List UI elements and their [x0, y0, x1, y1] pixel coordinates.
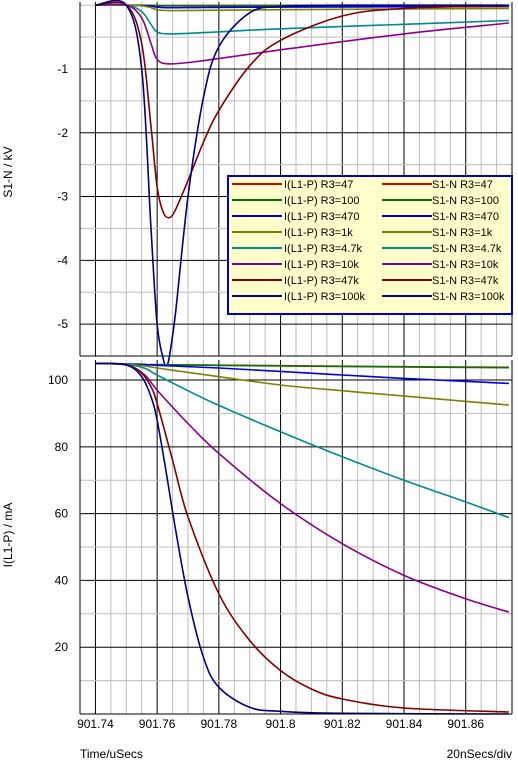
- x-tick-label: 901.86: [447, 717, 484, 731]
- time-per-division-label: 20nSecs/div: [447, 747, 512, 761]
- legend-entry: S1-N R3=4.7k: [432, 243, 502, 255]
- top-panel-series: [95, 0, 509, 367]
- y-tick-label: -4: [57, 253, 68, 267]
- y-tick-label: -2: [57, 126, 68, 140]
- x-axis-label: Time/uSecs: [80, 747, 143, 761]
- tick-labels: -5 -4 -3 -2 -1 20 40 60 80 100 901.74 901.76 901.78 9…: [48, 62, 484, 731]
- series-line: [95, 4, 509, 12]
- y-tick-label: -3: [57, 190, 68, 204]
- legend-entry: I(L1-P) R3=100k: [284, 291, 366, 303]
- series-line: [95, 1, 509, 219]
- legend-entry: S1-N R3=47k: [432, 275, 499, 287]
- series-line: [95, 362, 510, 519]
- y-tick-label: 60: [55, 507, 69, 521]
- bottom-y-axis-label: I(L1-P) / mA: [1, 503, 15, 568]
- legend-entry: I(L1-P) R3=10k: [284, 259, 359, 271]
- y-tick-label: -5: [57, 317, 68, 331]
- legend-entry: I(L1-P) R3=470: [284, 211, 360, 223]
- legend-entry: S1-N R3=10k: [432, 259, 499, 271]
- series-line: [95, 0, 509, 367]
- legend-entry: S1-N R3=100k: [432, 291, 505, 303]
- x-tick-label: 901.8: [266, 717, 296, 731]
- legend-entry: S1-N R3=47: [432, 179, 493, 191]
- y-tick-label: 40: [55, 573, 69, 587]
- bottom-panel-series: [95, 362, 510, 715]
- y-tick-label: -1: [57, 62, 68, 76]
- x-tick-label: 901.78: [201, 717, 238, 731]
- legend-entry: I(L1-P) R3=4.7k: [284, 243, 362, 255]
- y-tick-label: 80: [55, 440, 69, 454]
- y-tick-label: 100: [48, 373, 68, 387]
- x-tick-label: 901.74: [77, 717, 114, 731]
- legend: I(L1-P) R3=47 S1-N R3=47 I(L1-P) R3=100 S1-…: [227, 175, 513, 315]
- x-tick-label: 901.82: [324, 717, 361, 731]
- legend-entry: S1-N R3=1k: [432, 227, 493, 239]
- series-line: [95, 362, 509, 713]
- legend-entry: I(L1-P) R3=47: [284, 179, 353, 191]
- y-tick-label: 20: [55, 640, 69, 654]
- legend-entry: I(L1-P) R3=1k: [284, 227, 353, 239]
- legend-entry: S1-N R3=100: [432, 195, 499, 207]
- x-tick-label: 901.84: [386, 717, 423, 731]
- series-line: [95, 362, 509, 715]
- top-y-axis-label: S1-N / kV: [1, 146, 15, 197]
- series-line: [95, 3, 509, 35]
- legend-entry: S1-N R3=470: [432, 211, 499, 223]
- x-tick-label: 901.76: [139, 717, 176, 731]
- legend-entry: I(L1-P) R3=47k: [284, 275, 359, 287]
- series-line: [95, 3, 509, 65]
- legend-entry: I(L1-P) R3=100: [284, 195, 360, 207]
